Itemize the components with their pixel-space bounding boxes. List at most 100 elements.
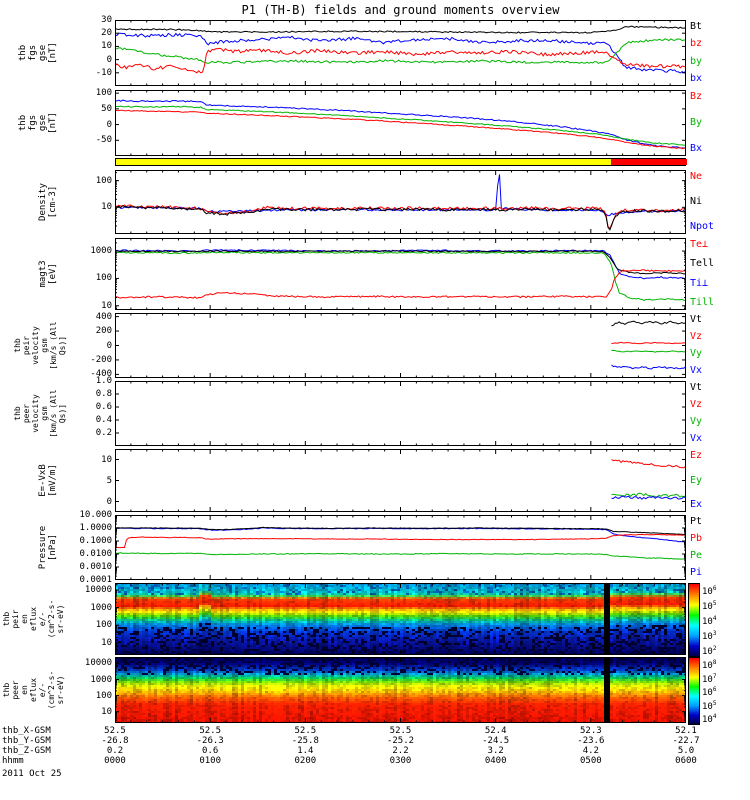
peer-eflux-axis-label-line: thb <box>2 682 11 698</box>
peir-velocity-axis-label-line: peir <box>22 335 31 356</box>
peer-eflux-axis-label-line: peer <box>11 680 20 700</box>
axis-row-label-1: thb_Y-GSM <box>2 736 51 746</box>
pressure-ytick-label: 1.0000 <box>79 523 112 533</box>
axis-row-label-0: thb_X-GSM <box>2 726 51 736</box>
magt3-ytick-label: 10 <box>101 300 112 311</box>
fgs-gse-b-legend-By: By <box>690 117 703 128</box>
pressure-ytick-label: 10.000 <box>79 510 112 520</box>
pressure-axis-label-line: Pressure <box>38 525 48 570</box>
fgs-gse-b-axis-label-line: thb <box>18 114 28 132</box>
axis-row-value: -25.8 <box>291 736 319 746</box>
peer-eflux-axis-label: thb peer en eflux e/- (cm^2-s-sr-eV) <box>2 657 65 723</box>
peir-eflux-ytick-label: 1000 <box>90 602 112 613</box>
peer-velocity-legend-Vt: Vt <box>690 382 703 393</box>
date-label: 2011 Oct 25 <box>2 769 62 779</box>
axis-row-value: 0500 <box>579 756 602 766</box>
fgs-gse-ytick-label: 0 <box>106 54 112 65</box>
magt3-axis-label: magt3 [eV] <box>38 238 58 310</box>
axis-row-value: 3.2 <box>487 746 504 756</box>
peir-eflux-ytick-label: 10000 <box>84 584 112 595</box>
peir-eflux-axis-label-line: e/- <box>38 611 47 627</box>
fgs-gse-b-ytick-label: 50 <box>101 103 112 114</box>
peir-eflux-colorbar-tick: 104 <box>702 615 717 627</box>
peer-velocity-ytick-label: 0.6 <box>95 402 112 412</box>
peer-eflux-spectrogram <box>115 657 686 723</box>
fgs-gse-ytick-label: 30 <box>101 15 112 25</box>
density-ytick-label: 10 <box>101 202 112 213</box>
peer-eflux-colorbar-tick: 108 <box>702 659 717 671</box>
density-legend-Ni: Ni <box>690 196 703 207</box>
peir-velocity-plot <box>115 313 686 378</box>
magt3-plot <box>115 238 686 310</box>
fgs-gse-b-axis-label-line: gse <box>38 114 48 132</box>
density-plot <box>115 170 686 234</box>
e-field-ytick-label: 10 <box>101 454 112 465</box>
axis-row-value: 52.1 <box>675 726 697 736</box>
pressure-legend-Pt: Pt <box>690 516 703 527</box>
peer-eflux-ytick-label: 100 <box>95 690 112 701</box>
magt3-legend-Till: Till <box>690 297 715 308</box>
fgs-gse-b-ytick-label: -50 <box>95 135 112 146</box>
peir-eflux-colorbar-tick: 102 <box>702 645 717 657</box>
peer-eflux-colorbar-tick: 104 <box>702 713 717 725</box>
peer-eflux-axis-label-line: eflux <box>29 677 38 703</box>
density-legend-Ne: Ne <box>690 171 703 182</box>
peir-eflux-ytick-label: 10 <box>101 637 112 648</box>
fgs-gse-b-axis-label-line: fgs <box>28 114 38 132</box>
peir-eflux-spectrogram <box>115 583 686 655</box>
pressure-axis-label: Pressure [nPa] <box>38 515 58 580</box>
axis-row-value: -22.7 <box>672 736 700 746</box>
peir-eflux-axis-label-line: en <box>20 614 29 624</box>
fgs-gse-axis-label-line: thb <box>18 44 28 62</box>
peir-velocity-ytick-label: 200 <box>95 326 112 337</box>
e-field-ytick-label: 5 <box>106 475 112 486</box>
axis-row-value: 0400 <box>484 756 507 766</box>
axis-row-value: 52.3 <box>579 726 602 736</box>
axis-row-value: 52.4 <box>484 726 507 736</box>
peer-velocity-ytick-label: 0.4 <box>95 415 112 425</box>
peer-eflux-colorbar <box>688 657 700 725</box>
axis-row-value: 0600 <box>675 756 697 766</box>
peir-velocity-axis-label-line: velocity <box>31 326 40 365</box>
peer-velocity-axis-label-line: gsm <box>40 406 49 421</box>
fgs-gse-legend-bz: bz <box>690 38 703 50</box>
axis-row-value: 52.5 <box>199 726 221 736</box>
axis-row-label-3: hhmm <box>2 756 24 766</box>
peer-velocity-legend-Vx: Vx <box>690 433 703 444</box>
mode-bar <box>115 158 687 166</box>
magt3-ytick-label: 100 <box>95 273 112 284</box>
fgs-gse-ytick-label: 20 <box>101 28 112 39</box>
axis-row-value: 0000 <box>104 756 126 766</box>
axis-row-value: 0100 <box>199 756 221 766</box>
pressure-ytick-label: 0.0001 <box>79 575 112 585</box>
density-axis-label: Density [cm-3] <box>38 170 58 234</box>
peir-eflux-colorbar-tick: 105 <box>702 600 717 612</box>
fgs-gse-b-ytick-label: 100 <box>95 88 112 99</box>
peer-velocity-axis-label-line: peer <box>22 403 31 424</box>
fgs-gse-axis-label-line: [nT] <box>48 42 58 64</box>
fgs-gse-ytick-label: 10 <box>101 41 112 52</box>
fgs-gse-b-axis-label-line: [nT] <box>48 112 58 134</box>
peir-velocity-axis-label-line: thb <box>13 338 22 353</box>
peir-velocity-ytick-label: 400 <box>95 311 112 322</box>
axis-row-value: -24.5 <box>482 736 510 746</box>
peir-velocity-ytick-label: -400 <box>90 369 112 380</box>
fgs-gse-b-axis-label: thb fgs gse [nT] <box>18 90 58 156</box>
peer-eflux-axis-label-line: e/- <box>38 682 47 698</box>
density-legend-Npot: Npot <box>690 221 715 232</box>
axis-row-value: 4.2 <box>582 746 599 756</box>
axis-row-value: 52.5 <box>389 726 412 736</box>
fgs-gse-axis-label-line: gse <box>38 44 48 62</box>
e-field-legend-Ex: Ex <box>690 499 703 510</box>
pressure-ytick-label: 0.1000 <box>79 536 112 546</box>
peir-eflux-colorbar-tick: 103 <box>702 630 717 642</box>
peir-velocity-legend-Vz: Vz <box>690 331 703 342</box>
peir-eflux-axis-label-line: (cm^2-s- <box>47 599 56 639</box>
axis-row-value: -23.6 <box>577 736 605 746</box>
axis-row-value: -26.8 <box>101 736 129 746</box>
axis-row-value: 52.5 <box>104 726 126 736</box>
page-title: P1 (TH-B) fields and ground moments over… <box>241 3 560 17</box>
axis-row-value: -25.2 <box>386 736 415 746</box>
fgs-gse-b-legend-Bx: Bx <box>690 143 703 154</box>
peir-eflux-plot <box>115 583 686 655</box>
